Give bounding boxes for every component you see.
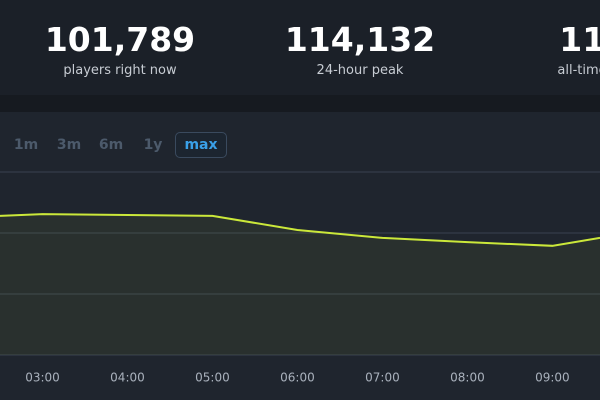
- stat-label: players right now: [63, 63, 177, 78]
- stat: 101,789 players right now: [20, 20, 220, 78]
- stat: 114, all-time peak: [500, 20, 600, 78]
- range-button[interactable]: 6m: [98, 137, 124, 153]
- stat-label: all-time peak: [557, 63, 600, 78]
- line: [0, 213, 600, 247]
- x-tick-label: 08:00: [450, 371, 485, 385]
- stat-value: 101,789: [44, 20, 196, 59]
- range-button[interactable]: 1m: [13, 137, 39, 153]
- range-button[interactable]: 3m: [56, 137, 82, 153]
- x-tick-label: 06:00: [280, 371, 315, 385]
- stat-label: 24-hour peak: [316, 63, 404, 78]
- line-area: [0, 214, 600, 355]
- range-button[interactable]: 1y: [143, 137, 163, 153]
- x-tick-label: 03:00: [25, 371, 60, 385]
- x-tick-label: 04:00: [110, 371, 145, 385]
- x-tick-label: 05:00: [195, 371, 230, 385]
- stat: 114,132 24-hour peak: [260, 20, 460, 78]
- stats-bar: 101,789 players right now 114,132 24-hour p…: [0, 0, 600, 95]
- stat-value: 114,: [559, 20, 600, 59]
- x-tick-label: 07:00: [365, 371, 400, 385]
- range-button[interactable]: max: [175, 132, 227, 158]
- stat-value: 114,132: [284, 20, 436, 59]
- separator: [0, 95, 600, 112]
- x-tick-label: 09:00: [535, 371, 570, 385]
